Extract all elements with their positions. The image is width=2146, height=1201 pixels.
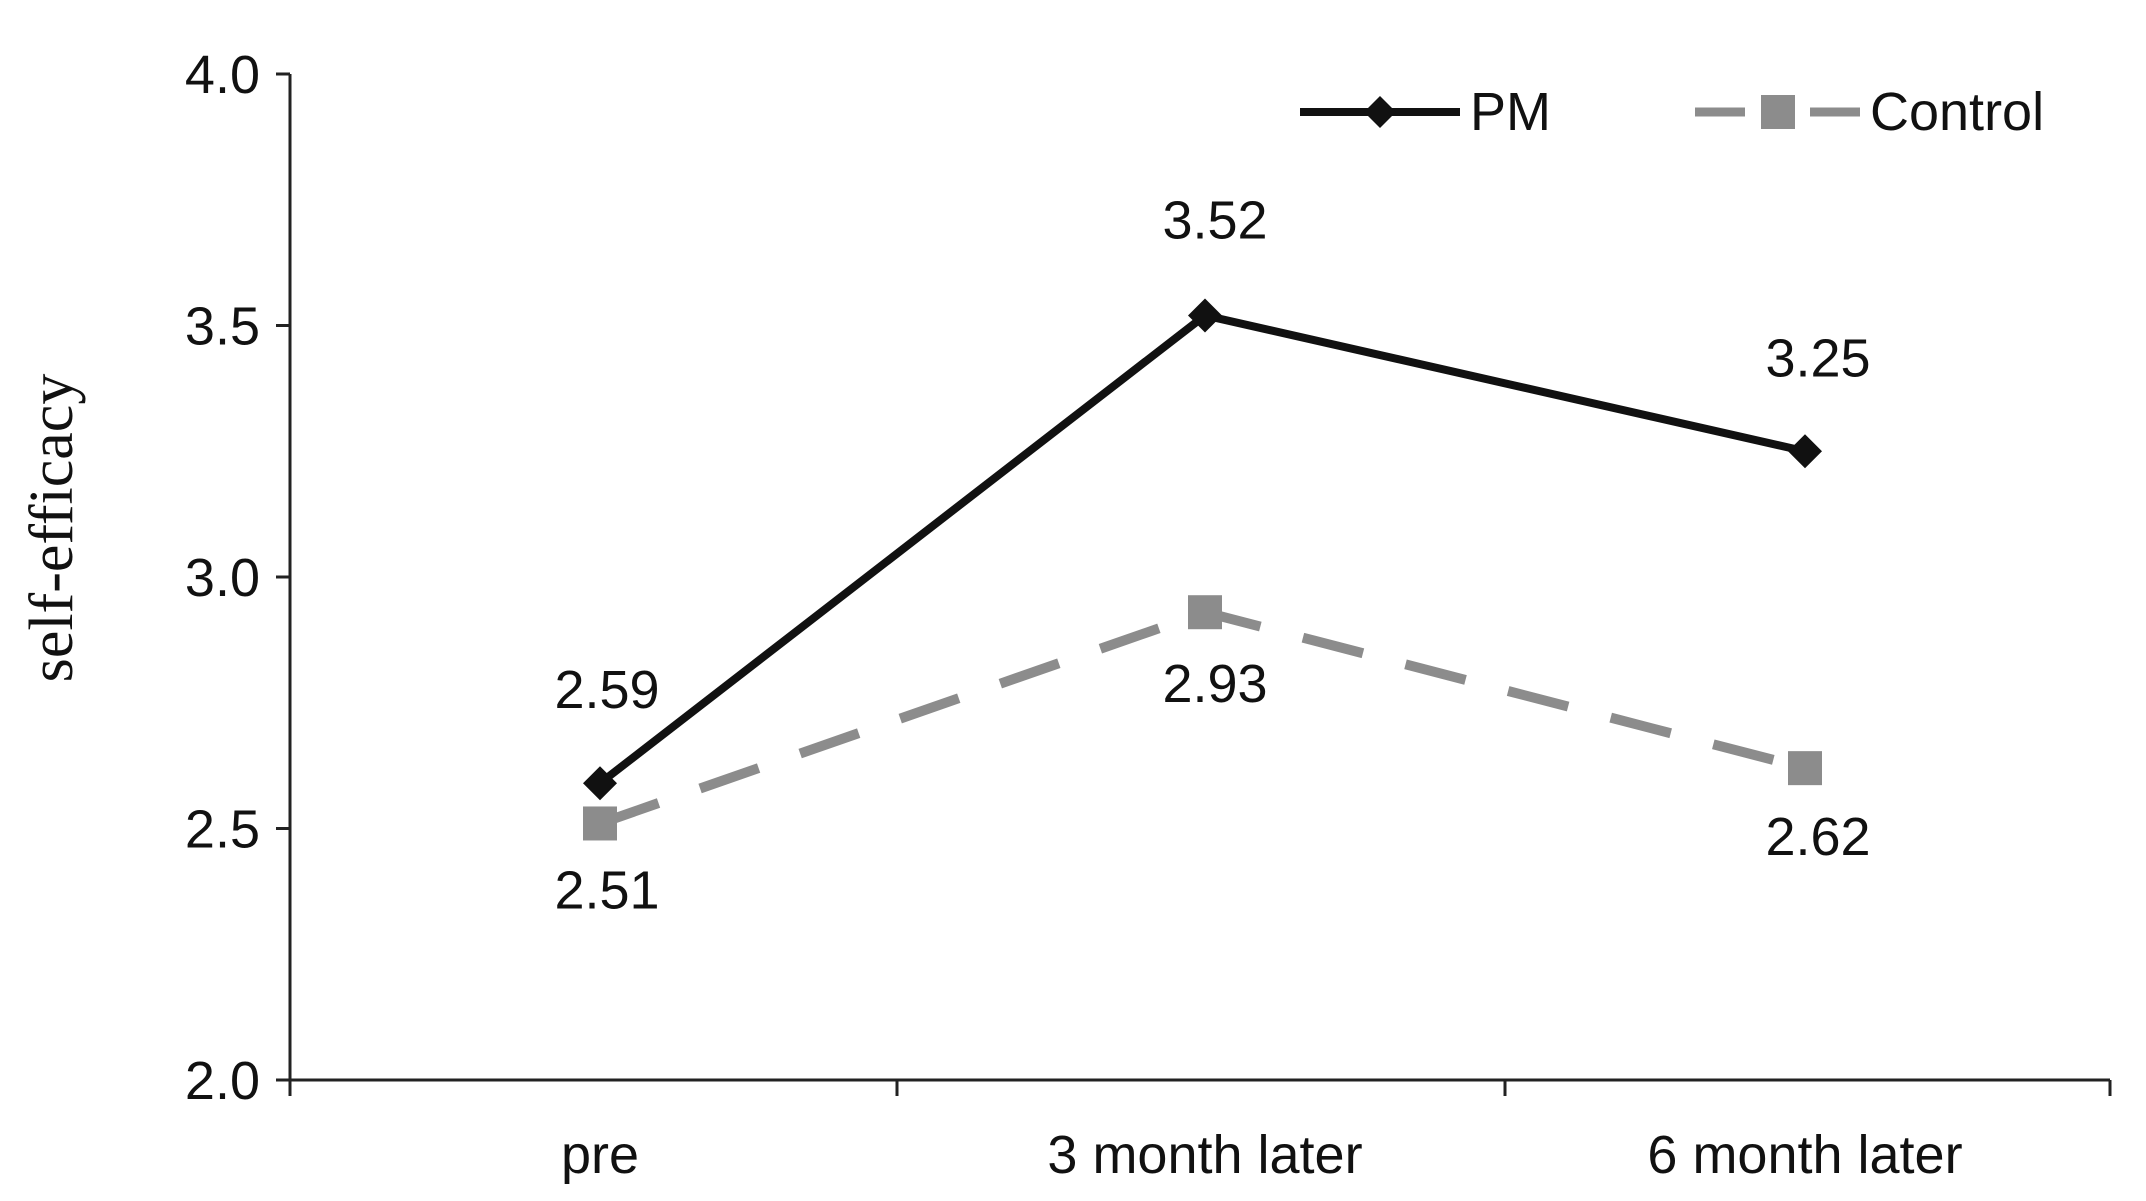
data-point-marker [583, 806, 617, 841]
series-pm: 2.59 3.52 3.25 [554, 190, 1871, 801]
x-category-label: pre [561, 1125, 639, 1185]
y-tick-label: 3.0 [185, 548, 260, 608]
data-label: 3.52 [1162, 190, 1267, 250]
legend-marker-pm [1364, 96, 1396, 128]
legend-label-control: Control [1870, 82, 2044, 142]
data-label: 2.51 [554, 860, 659, 920]
data-label: 2.62 [1765, 807, 1870, 867]
series-control: 2.51 2.93 2.62 [554, 595, 1871, 920]
data-point-marker [1788, 751, 1822, 786]
y-tick-label: 4.0 [185, 45, 260, 105]
y-axis-title: self-efficacy [18, 374, 86, 683]
series-layer: 2.51 2.93 2.62 2.59 3.52 3.25 [554, 190, 1870, 920]
legend-label-pm: PM [1470, 82, 1551, 142]
data-label: 3.25 [1765, 328, 1870, 388]
y-tick-label: 2.5 [185, 800, 260, 860]
x-ticks: pre 3 month later 6 month later [288, 1080, 2112, 1185]
x-category-label: 3 month later [1047, 1125, 1362, 1185]
y-tick-label: 2.0 [185, 1051, 260, 1111]
legend-marker-control [1761, 95, 1795, 129]
data-point-marker [1788, 434, 1822, 469]
data-point-marker [1188, 298, 1222, 333]
legend-item-control: Control [1695, 82, 2044, 142]
data-label: 2.59 [554, 660, 659, 720]
data-label: 2.93 [1162, 654, 1267, 714]
data-point-marker [1188, 595, 1222, 630]
x-category-label: 6 month later [1647, 1125, 1962, 1185]
y-tick-label: 3.5 [185, 297, 260, 357]
data-point-marker [583, 766, 617, 801]
y-ticks: 2.0 2.5 3.0 3.5 4.0 [185, 45, 290, 1111]
legend-item-pm: PM [1300, 82, 1551, 142]
legend: PM Control [1300, 82, 2044, 142]
